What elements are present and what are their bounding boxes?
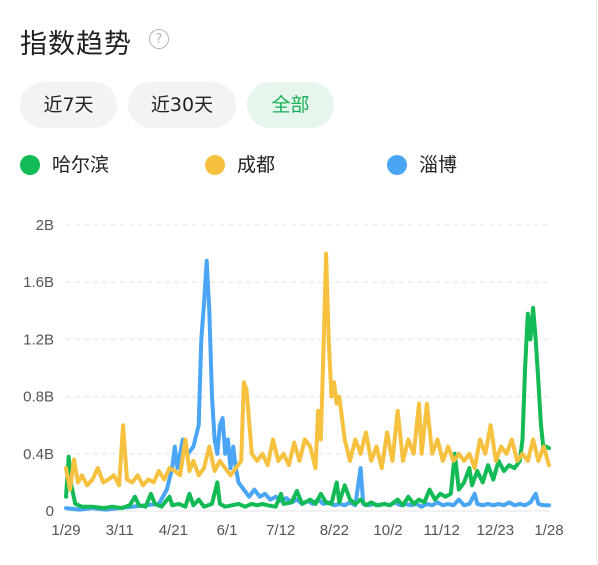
x-tick-label: 1/28 bbox=[534, 522, 563, 539]
legend-dot-zibo bbox=[387, 155, 407, 175]
x-tick-label: 1/29 bbox=[51, 522, 80, 539]
x-tick-label: 3/11 bbox=[106, 522, 134, 539]
tab-all[interactable]: 全部 bbox=[247, 82, 334, 128]
y-tick-label: 2B bbox=[36, 217, 54, 234]
x-tick-label: 4/21 bbox=[159, 522, 188, 539]
y-tick-label: 0.8B bbox=[23, 389, 54, 406]
y-tick-label: 1.6B bbox=[23, 274, 54, 291]
legend-dot-chengdu bbox=[205, 155, 225, 175]
chart-series-lines bbox=[64, 251, 551, 512]
legend-item-zibo[interactable]: 淄博 bbox=[387, 152, 507, 180]
help-icon[interactable]: ? bbox=[149, 29, 169, 49]
legend-dot-harbin bbox=[20, 155, 40, 175]
legend-label-zibo: 淄博 bbox=[419, 154, 458, 176]
legend-label-harbin: 哈尔滨 bbox=[52, 154, 110, 176]
x-tick-label: 8/22 bbox=[320, 522, 349, 539]
chart-legend: 哈尔滨 成都 淄博 bbox=[20, 152, 580, 180]
x-axis-ticks: 1/29 3/11 4/21 6/1 7/12 8/22 10/2 11/12 12/23 1/2… bbox=[51, 522, 563, 539]
legend-label-chengdu: 成都 bbox=[237, 154, 276, 176]
tab-7-days[interactable]: 近7天 bbox=[20, 82, 117, 128]
y-tick-label: 1.2B bbox=[23, 331, 54, 348]
page-title: 指数趋势 bbox=[20, 29, 132, 60]
x-tick-label: 12/23 bbox=[477, 522, 515, 539]
x-tick-label: 10/2 bbox=[373, 522, 402, 539]
series-line-1 bbox=[64, 251, 551, 492]
x-tick-label: 11/12 bbox=[423, 522, 459, 539]
tab-30-days[interactable]: 近30天 bbox=[128, 82, 236, 128]
legend-item-harbin[interactable]: 哈尔滨 bbox=[20, 152, 150, 180]
legend-item-chengdu[interactable]: 成都 bbox=[205, 152, 325, 180]
y-tick-label: 0.4B bbox=[23, 446, 54, 463]
x-tick-label: 7/12 bbox=[266, 522, 295, 539]
chart-gridlines bbox=[66, 224, 549, 512]
y-tick-label: 0 bbox=[46, 503, 54, 520]
series-line-0 bbox=[64, 305, 551, 511]
y-axis-ticks: 0 0.4B 0.8B 1.2B 1.6B 2B bbox=[23, 217, 54, 520]
x-tick-label: 6/1 bbox=[217, 522, 238, 539]
